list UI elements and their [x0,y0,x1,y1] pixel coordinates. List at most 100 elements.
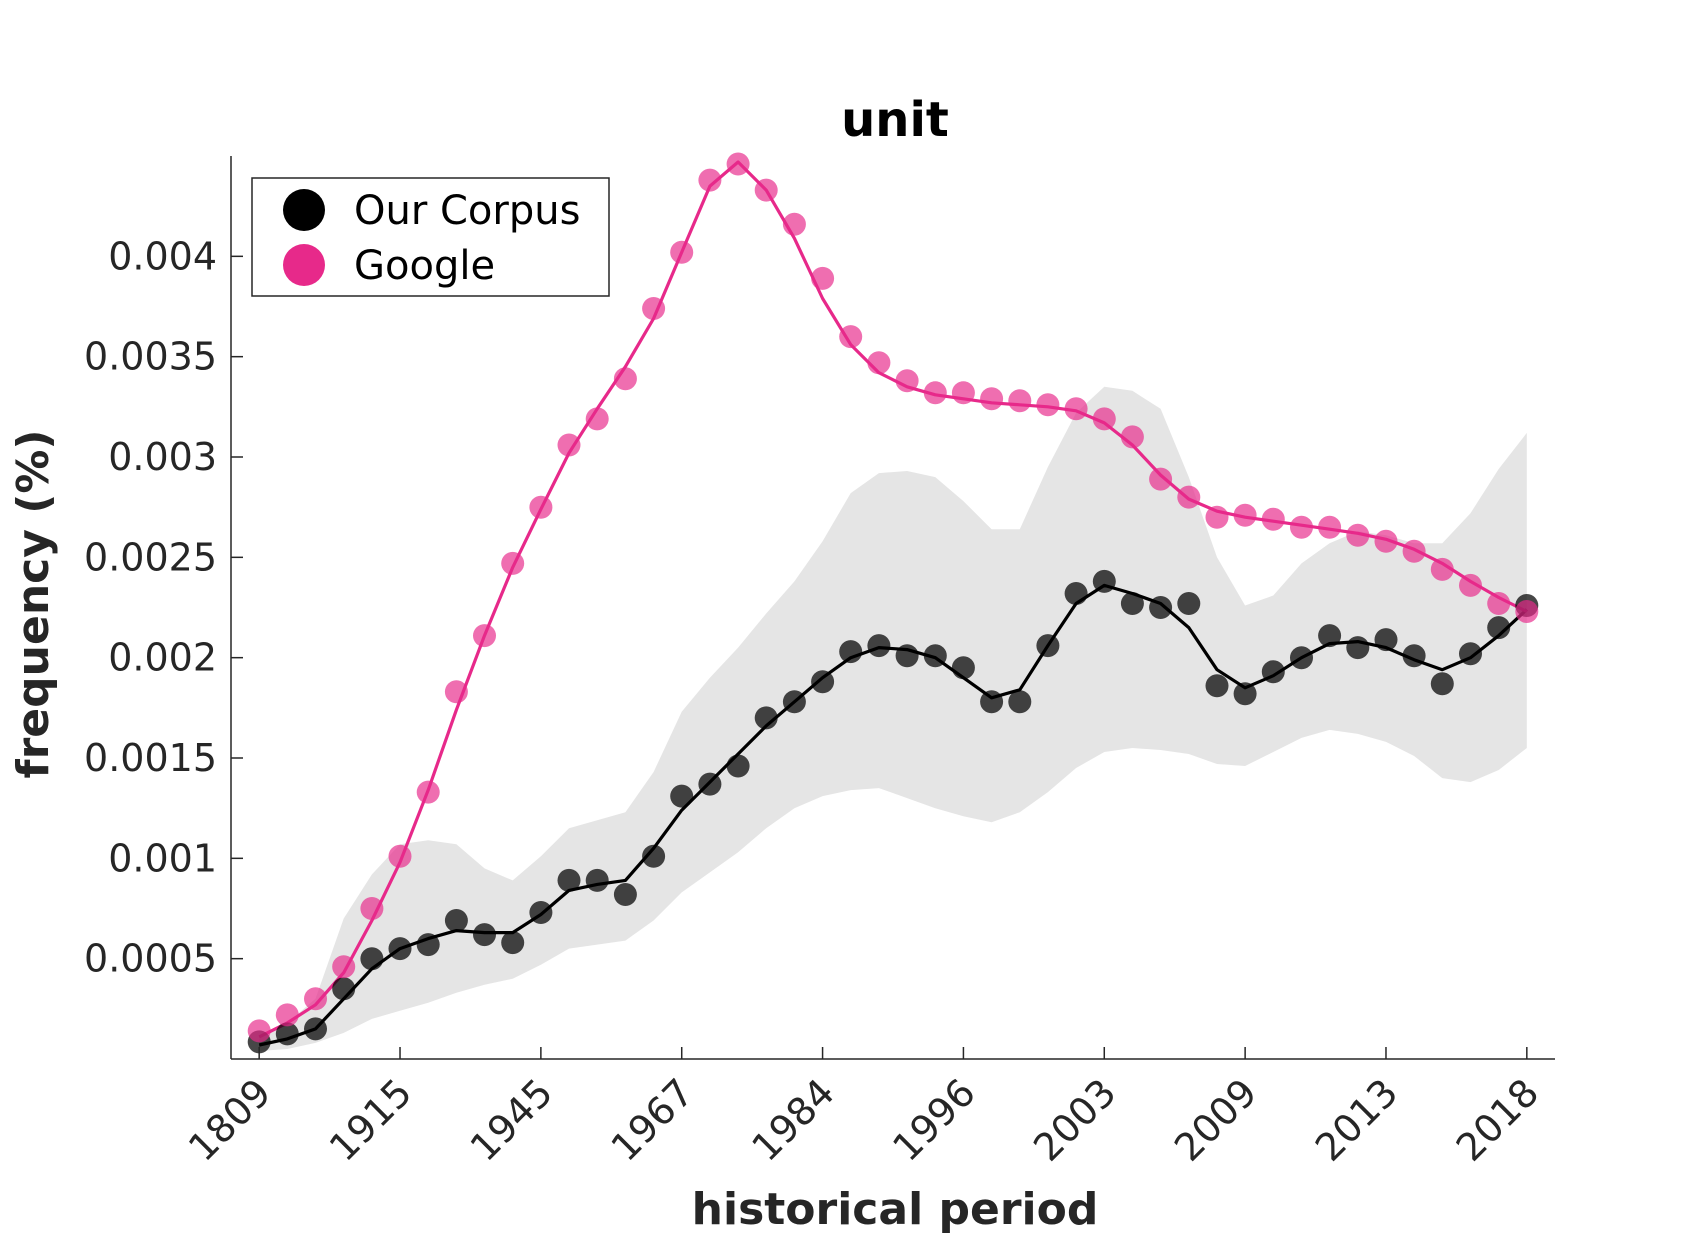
data-point-our-corpus [726,754,750,778]
data-point-our-corpus [1402,644,1426,668]
data-point-google [1515,600,1539,623]
data-point-our-corpus [1487,616,1511,640]
trend-line-our-corpus [258,583,1528,1047]
x-axis-label: historical period [692,1184,1099,1235]
data-point-google [473,624,496,648]
chart-title: unit [841,92,949,148]
y-tick-label: 0.002 [108,636,217,680]
y-tick-label: 0.004 [108,234,217,278]
data-point-google [698,168,722,192]
data-point-google [867,351,891,375]
data-point-google [1402,539,1426,563]
data-point-our-corpus [670,784,694,808]
x-tick-label: 2009 [1166,1070,1266,1170]
legend-label-our-corpus: Our Corpus [354,188,580,234]
data-point-our-corpus [1177,592,1201,615]
data-point-our-corpus [501,931,525,955]
y-tick-label: 0.003 [108,435,217,479]
data-point-google [642,297,666,320]
data-point-google [360,897,384,920]
data-point-google [557,433,581,457]
data-point-our-corpus [1064,582,1088,605]
x-tick-label: 2013 [1307,1070,1407,1170]
data-point-our-corpus [782,690,806,714]
data-point-google [1177,485,1201,509]
data-point-google [1120,425,1144,449]
confidence-band [259,386,1527,1051]
x-tick-label: 1945 [462,1070,562,1170]
data-point-google [670,240,694,264]
data-point-our-corpus [1290,646,1313,670]
x-tick-label: 1967 [603,1070,703,1170]
data-point-google [754,178,778,202]
band-layer [259,386,1527,1051]
point-layer [247,152,1539,1054]
trend-line-google [258,160,1528,1039]
data-point-google [275,1003,299,1027]
x-tick-label: 1984 [743,1070,843,1170]
data-point-our-corpus [416,933,440,957]
data-point-our-corpus [1430,672,1454,696]
data-point-google [895,369,919,393]
data-point-our-corpus [1459,642,1482,666]
data-point-google [1459,573,1482,597]
data-point-our-corpus [360,947,384,971]
data-point-our-corpus [867,634,891,658]
data-point-our-corpus [1261,660,1285,684]
data-point-google [726,152,750,176]
data-point-our-corpus [839,640,863,664]
data-point-our-corpus [951,656,975,680]
data-point-our-corpus [444,909,468,932]
data-point-google [1233,503,1257,527]
y-tick-label: 0.0005 [84,937,217,981]
data-point-google [388,844,412,868]
data-point-google [980,387,1004,411]
data-point-our-corpus [1233,682,1257,706]
data-point-google [416,780,440,804]
data-point-our-corpus [304,1017,327,1041]
data-point-our-corpus [1036,634,1060,658]
data-point-our-corpus [698,772,722,796]
data-point-google [247,1019,271,1043]
data-point-google [782,212,806,236]
data-point-our-corpus [1092,569,1116,593]
data-point-google [304,987,327,1011]
data-point-google [1346,523,1370,547]
y-axis-label: frequency (%) [8,429,59,778]
data-point-our-corpus [1205,674,1229,698]
data-point-our-corpus [642,844,666,868]
data-point-our-corpus [811,670,835,694]
x-tick-label: 2003 [1025,1070,1125,1170]
data-point-our-corpus [1149,596,1173,619]
data-point-google [1149,467,1173,491]
x-tick-label: 1996 [884,1070,984,1170]
data-point-google [1318,515,1342,539]
data-point-google [444,680,468,704]
data-point-our-corpus [1120,592,1144,615]
data-point-google [1205,505,1229,529]
y-tick-label: 0.0015 [84,736,217,780]
data-point-google [1008,389,1032,413]
line-layer [258,160,1528,1047]
data-point-google [501,551,525,575]
data-point-google [1036,393,1060,417]
y-tick-label: 0.0035 [84,335,217,379]
data-point-google [1430,557,1454,581]
data-point-our-corpus [1374,628,1398,652]
data-point-our-corpus [332,977,356,1001]
data-point-google [585,407,609,431]
y-tick-label: 0.0025 [84,535,217,579]
data-point-our-corpus [557,868,581,892]
legend-label-google: Google [354,243,495,289]
x-tick-label: 1809 [180,1070,280,1170]
data-point-google [613,367,637,391]
data-point-google [1290,515,1313,539]
data-point-our-corpus [754,706,778,730]
x-tick-label: 1915 [321,1070,421,1170]
data-point-our-corpus [895,644,919,668]
data-point-google [1487,592,1511,615]
data-point-our-corpus [980,690,1004,714]
data-point-google [1261,507,1285,531]
data-point-google [811,266,835,290]
